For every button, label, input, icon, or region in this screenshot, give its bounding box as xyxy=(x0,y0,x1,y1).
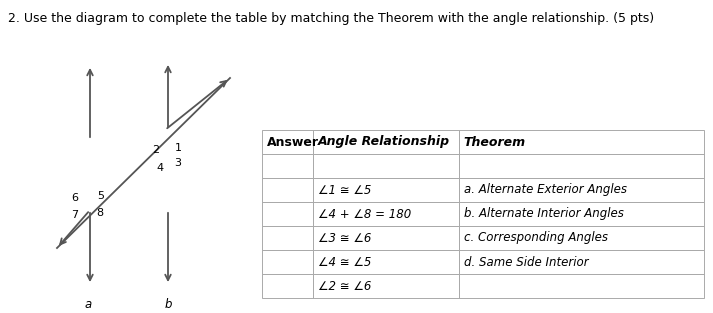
Text: 8: 8 xyxy=(96,208,103,218)
Text: 4: 4 xyxy=(156,163,163,173)
Text: Angle Relationship: Angle Relationship xyxy=(318,136,450,148)
Bar xyxy=(458,154,704,178)
Text: b: b xyxy=(164,298,172,311)
Bar xyxy=(262,202,313,226)
Text: ∠4 + ∠8 = 180: ∠4 + ∠8 = 180 xyxy=(318,208,411,220)
Bar xyxy=(262,274,313,298)
Bar xyxy=(458,226,704,250)
Bar xyxy=(313,250,458,274)
Text: Theorem: Theorem xyxy=(463,136,525,148)
Bar xyxy=(262,154,313,178)
Bar xyxy=(313,178,458,202)
Text: 6: 6 xyxy=(71,193,78,203)
Text: 5: 5 xyxy=(98,191,105,201)
Bar xyxy=(313,130,458,154)
Text: a: a xyxy=(84,298,92,311)
Text: Answer: Answer xyxy=(267,136,319,148)
Bar xyxy=(313,154,458,178)
Bar xyxy=(458,274,704,298)
Text: 1: 1 xyxy=(175,143,182,153)
Bar xyxy=(313,274,458,298)
Text: d. Same Side Interior: d. Same Side Interior xyxy=(463,255,588,269)
Text: ∠2 ≅ ∠6: ∠2 ≅ ∠6 xyxy=(318,280,371,293)
Text: 7: 7 xyxy=(71,210,78,220)
Bar xyxy=(262,130,313,154)
Bar xyxy=(262,226,313,250)
Bar xyxy=(458,178,704,202)
Bar xyxy=(458,130,704,154)
Bar xyxy=(262,250,313,274)
Text: ∠1 ≅ ∠5: ∠1 ≅ ∠5 xyxy=(318,183,371,197)
Text: c. Corresponding Angles: c. Corresponding Angles xyxy=(463,232,607,244)
Text: 3: 3 xyxy=(175,158,182,168)
Bar xyxy=(313,202,458,226)
Bar xyxy=(458,202,704,226)
Text: 2: 2 xyxy=(153,145,160,155)
Bar xyxy=(262,178,313,202)
Text: b. Alternate Interior Angles: b. Alternate Interior Angles xyxy=(463,208,624,220)
Text: ∠3 ≅ ∠6: ∠3 ≅ ∠6 xyxy=(318,232,371,244)
Bar xyxy=(313,226,458,250)
Text: ∠4 ≅ ∠5: ∠4 ≅ ∠5 xyxy=(318,255,371,269)
Text: 2. Use the diagram to complete the table by matching the Theorem with the angle : 2. Use the diagram to complete the table… xyxy=(8,12,654,25)
Text: a. Alternate Exterior Angles: a. Alternate Exterior Angles xyxy=(463,183,627,197)
Bar xyxy=(458,250,704,274)
